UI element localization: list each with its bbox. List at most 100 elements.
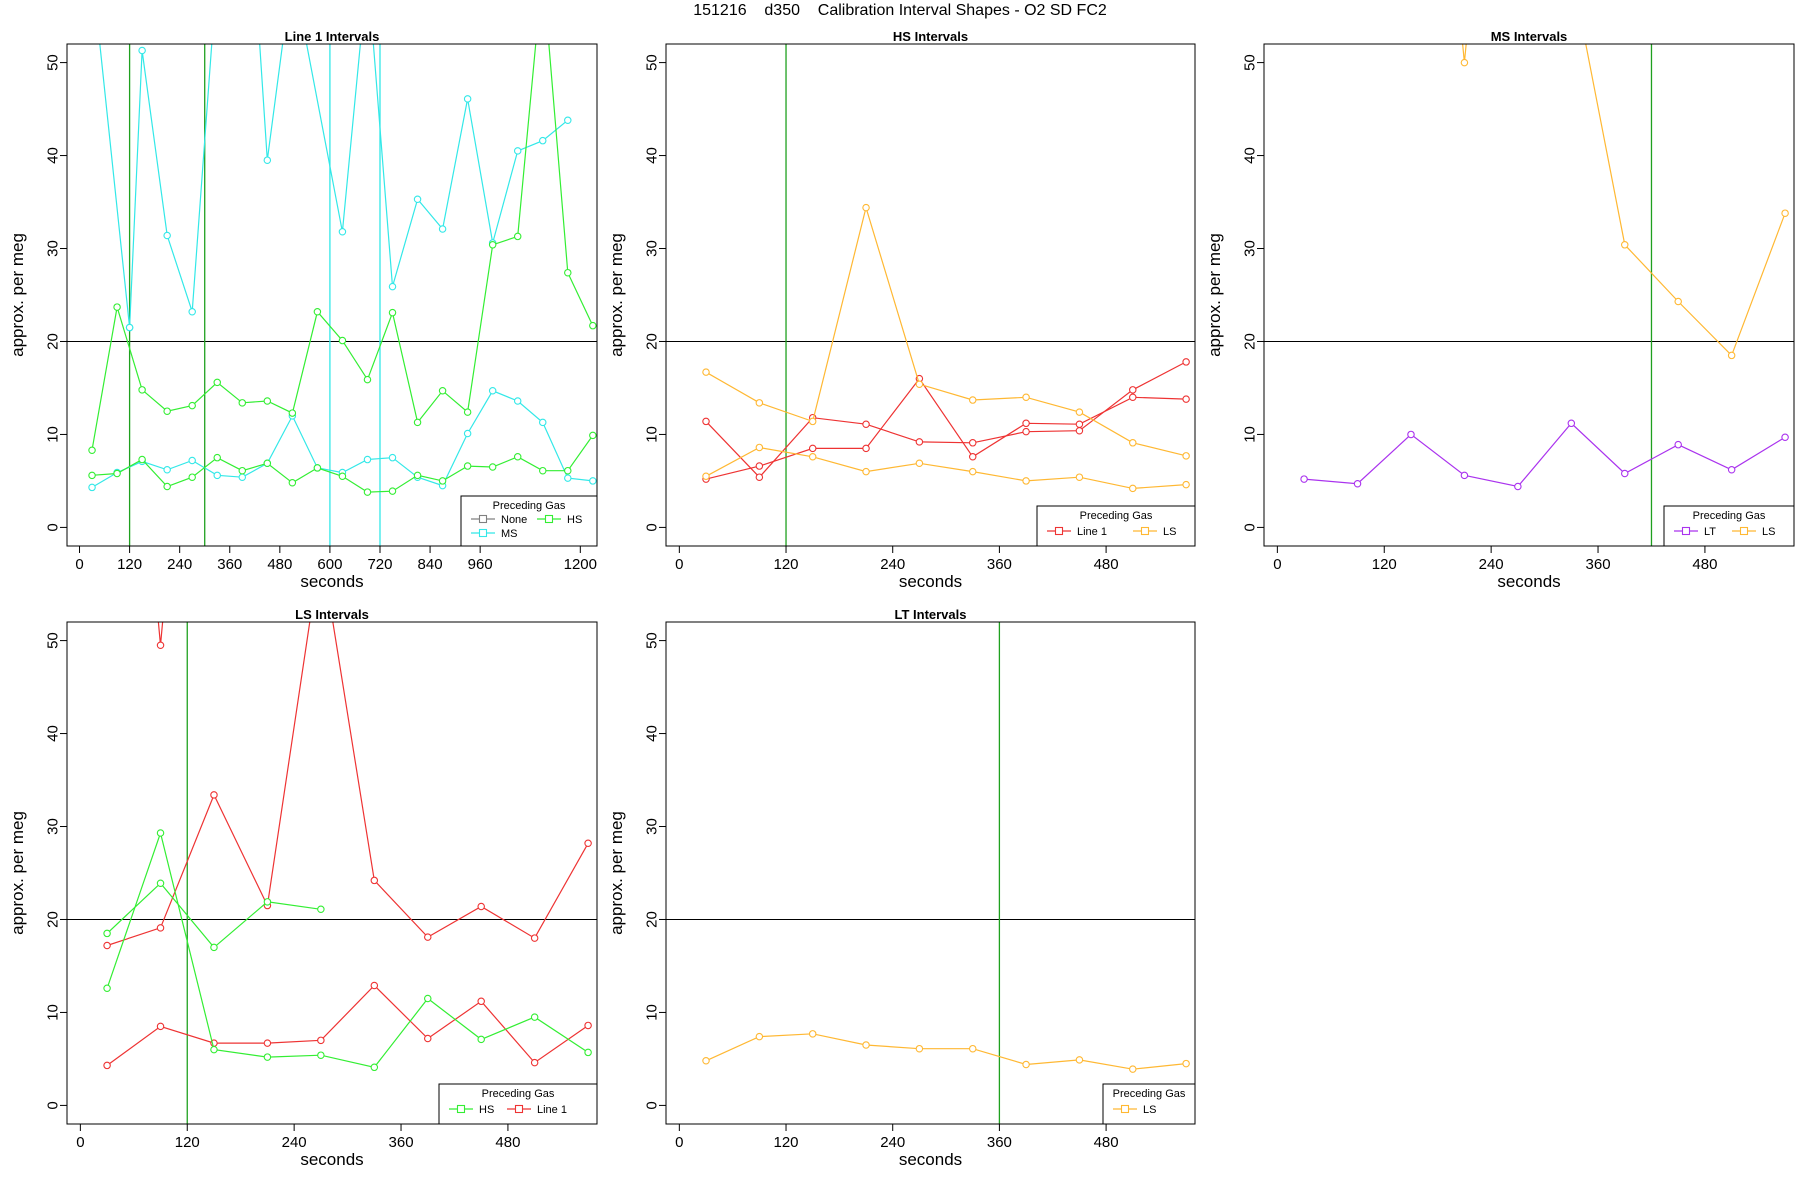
data-point	[702, 472, 710, 481]
data-point	[1129, 484, 1137, 493]
legend-key-marker	[478, 514, 488, 524]
data-point	[1022, 427, 1030, 436]
data-point	[702, 417, 710, 426]
data-point	[513, 232, 522, 241]
legend-key-marker	[1681, 526, 1691, 536]
data-point	[103, 929, 111, 938]
x-tick-label: 120	[1372, 556, 1397, 573]
y-tick-label: 20	[45, 333, 62, 350]
y-tick-label: 40	[1242, 147, 1259, 164]
y-tick-label: 30	[45, 240, 62, 257]
data-point	[1621, 241, 1629, 249]
data-point	[463, 95, 472, 103]
data-point	[564, 474, 572, 482]
data-point	[538, 418, 547, 427]
y-tick-label: 20	[1242, 333, 1259, 350]
data-point	[338, 336, 347, 345]
y-tick-label: 10	[644, 1004, 661, 1021]
data-point	[530, 934, 539, 942]
data-point	[488, 241, 497, 249]
data-point	[424, 994, 432, 1003]
x-tick-label: 480	[1692, 556, 1717, 573]
y-axis-label: approx. per meg	[8, 233, 27, 357]
series-line-hs	[91, 44, 594, 451]
data-point	[210, 791, 218, 799]
data-point	[755, 473, 764, 481]
legend-title: Preceding Gas	[1693, 510, 1766, 522]
data-point	[1407, 430, 1415, 439]
data-point	[477, 1035, 485, 1044]
chart-title: LS Intervals	[295, 607, 369, 622]
data-point	[156, 829, 165, 837]
data-point	[188, 307, 196, 316]
y-tick-label: 40	[644, 725, 661, 742]
x-tick-label: 120	[774, 556, 799, 573]
data-point	[156, 879, 165, 887]
y-tick-label: 30	[644, 818, 661, 835]
x-axis-label: seconds	[1497, 572, 1560, 591]
x-tick-label: 240	[167, 556, 192, 573]
legend-title: Preceding Gas	[1113, 1088, 1186, 1100]
data-point	[1621, 469, 1629, 478]
data-point	[968, 1044, 977, 1053]
x-tick-label: 960	[468, 556, 493, 573]
data-point	[584, 1021, 592, 1030]
data-point	[538, 136, 547, 145]
data-point	[388, 308, 397, 317]
data-point	[210, 1045, 218, 1054]
x-tick-label: 480	[1094, 556, 1119, 573]
data-point	[318, 544, 324, 550]
data-point	[163, 231, 171, 240]
data-point	[1129, 1065, 1137, 1073]
legend-key-marker	[1120, 1104, 1130, 1114]
y-tick-label: 50	[644, 54, 661, 71]
series-line-ls	[1462, 44, 1467, 63]
x-tick-label: 120	[117, 556, 142, 573]
data-point	[363, 488, 372, 496]
legend-key-marker	[544, 514, 554, 524]
data-point	[564, 268, 572, 277]
data-point	[1022, 393, 1030, 402]
x-axis-label: seconds	[300, 572, 363, 591]
data-point	[968, 439, 977, 447]
y-tick-label: 10	[45, 426, 62, 443]
data-point	[103, 941, 111, 950]
data-point	[103, 984, 111, 993]
data-point	[370, 981, 379, 990]
data-point	[138, 455, 146, 464]
data-point	[413, 195, 422, 203]
x-tick-label: 240	[880, 556, 905, 573]
x-tick-label: 0	[675, 1134, 683, 1151]
x-axis-label: seconds	[899, 572, 962, 591]
data-point	[1781, 209, 1789, 217]
data-point	[263, 1053, 272, 1061]
x-tick-label: 360	[1586, 556, 1611, 573]
chart-panel-5: LT Intervals 0 120 240 360 480 seconds 0 10 20 30 4…	[607, 607, 1196, 1169]
data-point	[1075, 408, 1084, 416]
x-tick-label: 360	[987, 556, 1012, 573]
y-tick-label: 30	[1242, 240, 1259, 257]
data-point	[138, 46, 146, 55]
chart-title: Line 1 Intervals	[285, 29, 380, 44]
data-point	[113, 303, 121, 311]
chart-title: LT Intervals	[894, 607, 966, 622]
data-point	[370, 1063, 379, 1072]
x-tick-label: 480	[1094, 1134, 1119, 1151]
y-tick-label: 10	[45, 1004, 62, 1021]
series-line-ls	[705, 1033, 1187, 1070]
data-point	[1129, 386, 1137, 394]
data-point	[513, 453, 522, 461]
data-point	[163, 407, 171, 415]
data-point	[538, 466, 547, 475]
data-point	[808, 1030, 817, 1038]
data-point	[530, 1013, 539, 1021]
chart-title: HS Intervals	[893, 29, 968, 44]
y-tick-label: 30	[45, 818, 62, 835]
data-point	[188, 473, 196, 481]
y-tick-label: 0	[1242, 523, 1259, 531]
data-point	[1727, 466, 1736, 474]
data-point	[88, 471, 96, 480]
y-tick-label: 0	[45, 523, 62, 531]
data-point	[808, 453, 817, 461]
data-point	[915, 438, 924, 446]
